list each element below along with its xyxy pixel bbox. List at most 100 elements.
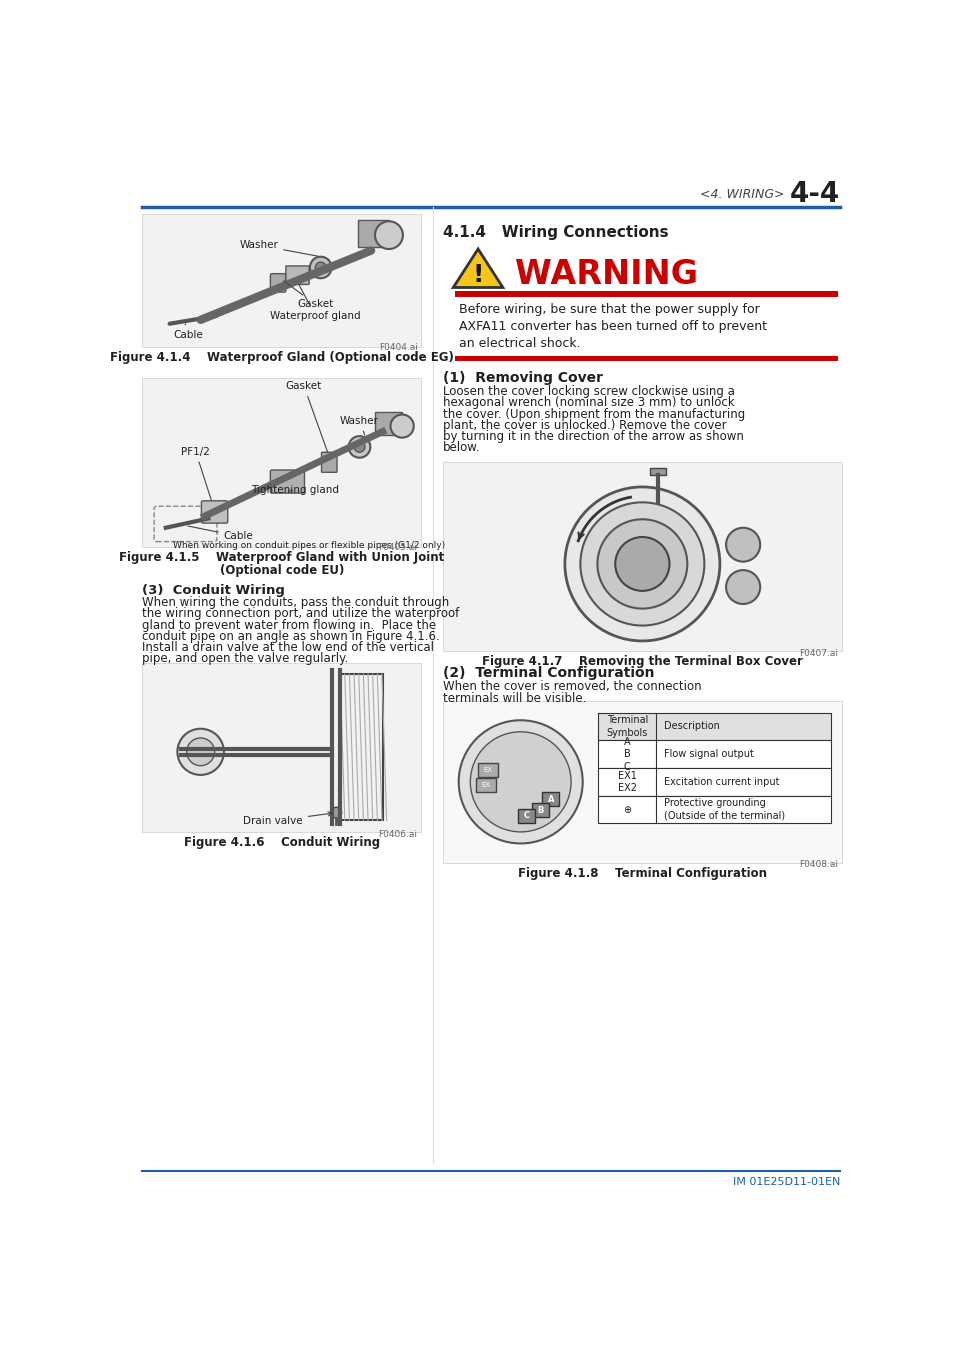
Text: Drain valve: Drain valve xyxy=(243,811,332,826)
Text: Figure 4.1.5    Waterproof Gland with Union Joint: Figure 4.1.5 Waterproof Gland with Union… xyxy=(119,551,444,564)
Text: the cover. (Upon shipment from the manufacturing: the cover. (Upon shipment from the manuf… xyxy=(443,408,744,421)
Circle shape xyxy=(354,441,365,452)
Text: PF1/2: PF1/2 xyxy=(181,447,212,501)
FancyBboxPatch shape xyxy=(517,809,535,824)
Text: below.: below. xyxy=(443,441,480,454)
Text: C: C xyxy=(523,811,529,821)
Text: conduit pipe on an angle as shown in Figure 4.1.6.: conduit pipe on an angle as shown in Fig… xyxy=(142,630,439,643)
FancyBboxPatch shape xyxy=(542,792,558,806)
Text: When wiring the conduits, pass the conduit through: When wiring the conduits, pass the condu… xyxy=(142,597,449,609)
Text: by turning it in the direction of the arrow as shown: by turning it in the direction of the ar… xyxy=(443,429,743,443)
Polygon shape xyxy=(453,248,502,288)
FancyBboxPatch shape xyxy=(598,795,830,824)
Text: Protective grounding
(Outside of the terminal): Protective grounding (Outside of the ter… xyxy=(663,798,784,821)
Text: F0405.ai: F0405.ai xyxy=(378,543,417,552)
FancyBboxPatch shape xyxy=(455,356,837,362)
Circle shape xyxy=(348,436,370,458)
Text: gland to prevent water from flowing in.  Place the: gland to prevent water from flowing in. … xyxy=(142,618,436,632)
Text: an electrical shock.: an electrical shock. xyxy=(458,336,579,350)
Text: Description: Description xyxy=(663,721,720,732)
Text: Cable: Cable xyxy=(173,324,203,340)
Text: When the cover is removed, the connection: When the cover is removed, the connectio… xyxy=(443,680,701,693)
FancyBboxPatch shape xyxy=(286,266,309,285)
Circle shape xyxy=(177,729,224,775)
Text: Figure 4.1.7    Removing the Terminal Box Cover: Figure 4.1.7 Removing the Terminal Box C… xyxy=(481,655,802,668)
Text: ⊕: ⊕ xyxy=(622,805,631,814)
Text: Flow signal output: Flow signal output xyxy=(663,749,753,759)
FancyBboxPatch shape xyxy=(357,220,389,247)
Circle shape xyxy=(375,221,402,248)
FancyBboxPatch shape xyxy=(270,274,286,292)
Circle shape xyxy=(458,721,582,844)
Text: Install a drain valve at the low end of the vertical: Install a drain valve at the low end of … xyxy=(142,641,434,653)
FancyBboxPatch shape xyxy=(375,412,402,435)
Circle shape xyxy=(187,738,214,765)
FancyBboxPatch shape xyxy=(649,467,665,475)
Text: F0407.ai: F0407.ai xyxy=(798,648,837,657)
Text: When working on conduit pipes or flexible pipes (G1/2 only): When working on conduit pipes or flexibl… xyxy=(173,541,445,549)
Text: terminals will be visible.: terminals will be visible. xyxy=(443,691,586,705)
Text: EX: EX xyxy=(483,767,492,774)
Text: A: A xyxy=(547,795,554,803)
FancyBboxPatch shape xyxy=(598,768,830,795)
Text: Gasket: Gasket xyxy=(286,381,327,452)
Text: Terminal
Symbols: Terminal Symbols xyxy=(606,716,647,737)
FancyBboxPatch shape xyxy=(142,215,421,347)
Text: Cable: Cable xyxy=(188,526,253,541)
Text: the wiring connection port, and utilize the waterproof: the wiring connection port, and utilize … xyxy=(142,608,459,621)
Text: <4. WIRING>: <4. WIRING> xyxy=(700,188,784,201)
FancyBboxPatch shape xyxy=(598,713,830,740)
Circle shape xyxy=(470,732,571,832)
Text: IM 01E25D11-01EN: IM 01E25D11-01EN xyxy=(732,1177,840,1187)
Circle shape xyxy=(597,520,686,609)
Text: Figure 4.1.6    Conduit Wiring: Figure 4.1.6 Conduit Wiring xyxy=(184,836,379,849)
Text: F0404.ai: F0404.ai xyxy=(378,343,417,352)
Text: (3)  Conduit Wiring: (3) Conduit Wiring xyxy=(142,585,285,597)
Text: hexagonal wrench (nominal size 3 mm) to unlock: hexagonal wrench (nominal size 3 mm) to … xyxy=(443,397,734,409)
Text: EX1
EX2: EX1 EX2 xyxy=(618,771,636,792)
FancyBboxPatch shape xyxy=(476,778,496,792)
Text: AXFA11 converter has been turned off to prevent: AXFA11 converter has been turned off to … xyxy=(458,320,766,333)
Text: Washer: Washer xyxy=(239,240,317,256)
Text: !: ! xyxy=(472,263,483,286)
Text: B: B xyxy=(537,806,543,815)
FancyBboxPatch shape xyxy=(201,501,228,524)
Text: Tightening gland: Tightening gland xyxy=(251,485,338,495)
Text: plant, the cover is unlocked.) Remove the cover: plant, the cover is unlocked.) Remove th… xyxy=(443,418,726,432)
FancyBboxPatch shape xyxy=(477,763,497,778)
Circle shape xyxy=(564,487,720,641)
Text: A
B
C: A B C xyxy=(623,737,630,772)
Text: F0408.ai: F0408.ai xyxy=(798,860,837,869)
Text: Before wiring, be sure that the power supply for: Before wiring, be sure that the power su… xyxy=(458,302,759,316)
Text: 4-4: 4-4 xyxy=(789,181,840,208)
Text: Waterproof gland: Waterproof gland xyxy=(270,285,360,321)
Text: 4.1.4   Wiring Connections: 4.1.4 Wiring Connections xyxy=(443,225,668,240)
FancyBboxPatch shape xyxy=(455,292,837,297)
Circle shape xyxy=(725,528,760,562)
Circle shape xyxy=(725,570,760,603)
Text: Gasket: Gasket xyxy=(283,281,334,309)
FancyBboxPatch shape xyxy=(142,378,421,547)
FancyBboxPatch shape xyxy=(321,452,336,472)
Text: F0406.ai: F0406.ai xyxy=(378,830,417,838)
FancyBboxPatch shape xyxy=(270,470,304,493)
Text: (2)  Terminal Configuration: (2) Terminal Configuration xyxy=(443,667,654,680)
Text: pipe, and open the valve regularly.: pipe, and open the valve regularly. xyxy=(142,652,349,666)
Text: Excitation current input: Excitation current input xyxy=(663,776,779,787)
Circle shape xyxy=(315,262,326,273)
Circle shape xyxy=(615,537,669,591)
Circle shape xyxy=(579,502,703,625)
Text: (1)  Removing Cover: (1) Removing Cover xyxy=(443,371,602,386)
FancyBboxPatch shape xyxy=(142,663,421,832)
Text: Figure 4.1.8    Terminal Configuration: Figure 4.1.8 Terminal Configuration xyxy=(517,867,766,880)
Text: Washer: Washer xyxy=(340,416,378,435)
Circle shape xyxy=(310,256,332,278)
FancyBboxPatch shape xyxy=(532,803,549,817)
Text: EX: EX xyxy=(481,782,490,788)
Circle shape xyxy=(331,807,341,818)
Text: Figure 4.1.4    Waterproof Gland (Optional code EG): Figure 4.1.4 Waterproof Gland (Optional … xyxy=(110,351,454,363)
Text: (Optional code EU): (Optional code EU) xyxy=(219,564,344,576)
FancyBboxPatch shape xyxy=(598,740,830,768)
Text: Loosen the cover locking screw clockwise using a: Loosen the cover locking screw clockwise… xyxy=(443,385,735,398)
FancyBboxPatch shape xyxy=(443,462,841,651)
